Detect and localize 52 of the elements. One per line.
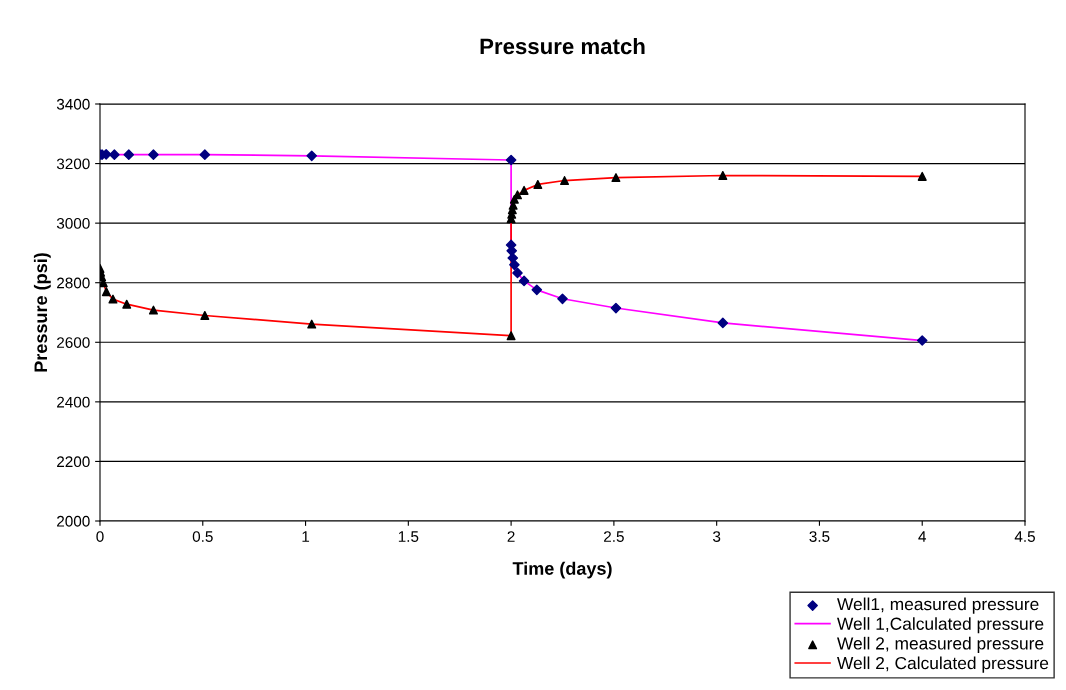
point	[123, 149, 135, 160]
point	[531, 284, 543, 296]
y-tick-label: 2400	[57, 396, 90, 408]
point	[533, 179, 543, 189]
point	[610, 302, 622, 314]
point	[505, 154, 517, 166]
y-axis-title: Pressure (psi)	[33, 253, 51, 372]
x-axis-title: Time (days)	[512, 561, 612, 579]
point	[200, 310, 210, 320]
y-tick-label: 3200	[56, 158, 90, 170]
x-tick-label: 2.5	[604, 531, 624, 542]
point	[611, 173, 621, 183]
chart-title: Pressure match	[480, 37, 645, 55]
x-tick-label: 4.5	[1014, 531, 1035, 542]
x-tick-label: 1	[302, 531, 310, 542]
legend-label: Well 2, Calculated pressure	[837, 656, 1049, 673]
point	[512, 267, 523, 279]
point	[916, 335, 928, 346]
legend-label: Well1, measured pressure	[837, 597, 1039, 614]
y-tick-label: 2800	[57, 277, 90, 289]
point	[718, 170, 728, 180]
y-tick-label: 2000	[57, 515, 90, 527]
x-tick-label: 0	[96, 531, 104, 542]
point	[108, 294, 118, 304]
point	[306, 150, 318, 162]
x-tick-label: 3	[713, 531, 721, 542]
point	[307, 319, 317, 329]
x-tick-label: 0.5	[192, 531, 213, 542]
point	[109, 149, 120, 160]
point	[122, 299, 132, 309]
point	[101, 287, 111, 297]
point	[717, 317, 729, 329]
legend-label: Well 1,Calculated pressure	[837, 617, 1044, 634]
y-tick-label: 3000	[56, 218, 90, 229]
point	[519, 185, 529, 195]
point	[148, 149, 159, 160]
point	[199, 149, 211, 160]
x-tick-label: 3.5	[809, 531, 830, 542]
y-tick-label: 2200	[57, 456, 90, 468]
point	[506, 331, 516, 341]
x-tick-label: 1.5	[398, 531, 419, 542]
legend-label: Well 2, measured pressure	[837, 636, 1044, 654]
x-tick-label: 4	[918, 531, 927, 542]
y-tick-label: 3400	[56, 98, 90, 110]
point	[557, 293, 568, 305]
point	[560, 176, 570, 186]
y-tick-label: 2600	[57, 337, 90, 348]
point	[518, 275, 530, 287]
point	[509, 259, 520, 271]
x-tick-label: 2	[507, 531, 515, 542]
point	[917, 171, 927, 181]
point	[148, 305, 158, 315]
